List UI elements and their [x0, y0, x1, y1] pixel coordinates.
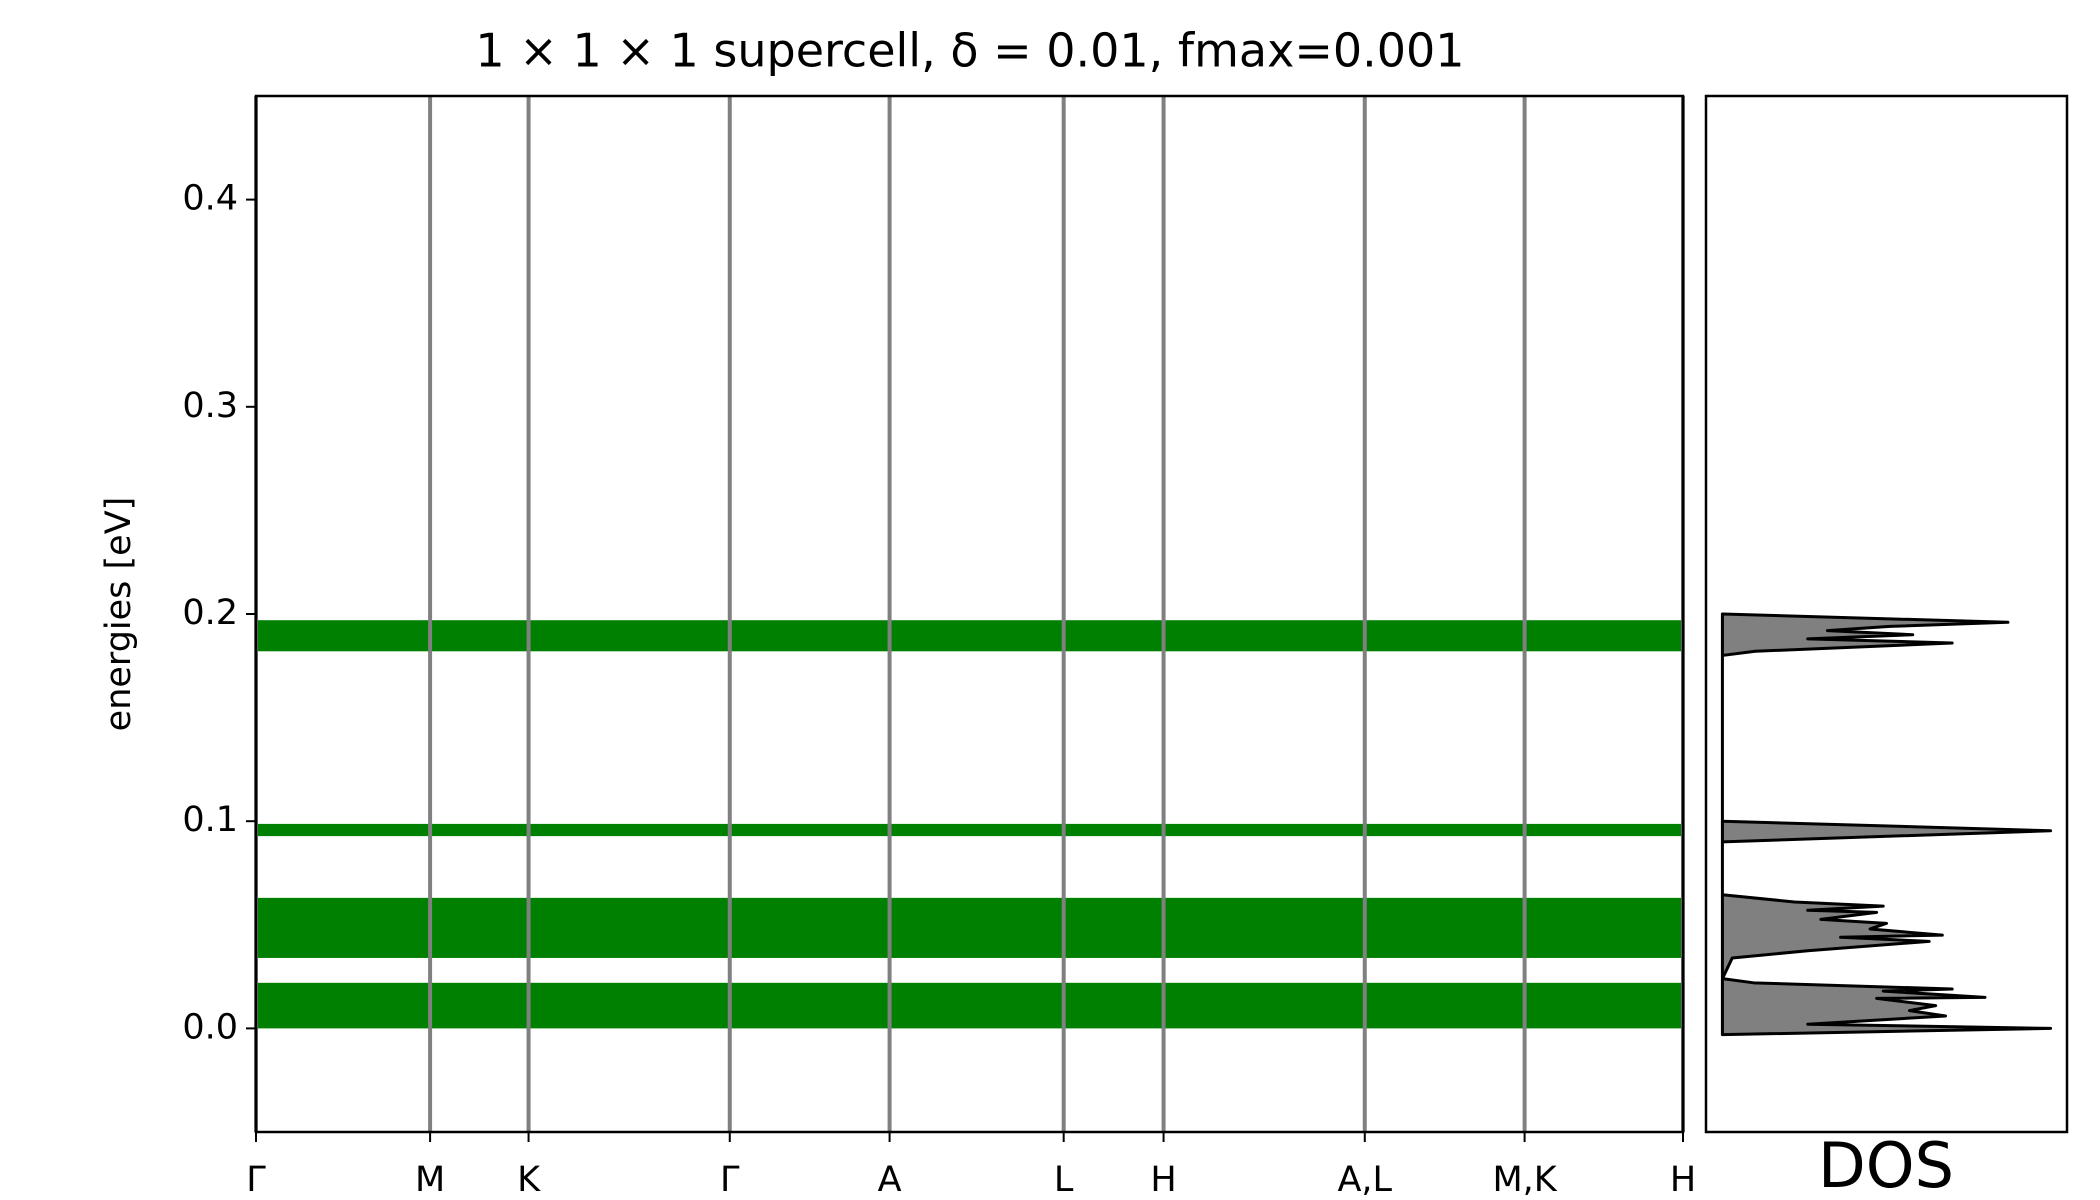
- y-axis-label: energies [eV]: [99, 497, 139, 732]
- x-tick-label: H: [1670, 1160, 1696, 1200]
- x-tick-label: Γ: [246, 1160, 266, 1200]
- x-tick-label: A: [878, 1160, 902, 1200]
- x-tick-label: K: [517, 1160, 541, 1200]
- band: [256, 982, 1683, 1029]
- x-tick-label: M: [415, 1160, 445, 1200]
- y-tick-label: 0.1: [182, 800, 238, 840]
- y-tick-label: 0.2: [182, 593, 238, 633]
- x-tick-label: Γ: [720, 1160, 740, 1200]
- x-tick-label: L: [1054, 1160, 1074, 1200]
- x-tick-label: A,L: [1337, 1160, 1392, 1200]
- chart-title: 1 × 1 × 1 supercell, δ = 0.01, fmax=0.00…: [475, 24, 1464, 78]
- x-axis-label: DOS: [1818, 1129, 1954, 1200]
- plot-frame: [254, 94, 1685, 1134]
- y-tick-label: 0.3: [182, 386, 238, 426]
- x-tick-label: M,K: [1492, 1160, 1557, 1200]
- x-tick-label: H: [1150, 1160, 1176, 1200]
- dos-curve: [1720, 612, 2053, 1037]
- plot-frame: [1704, 94, 2069, 1134]
- band: [256, 620, 1683, 652]
- band: [256, 823, 1683, 837]
- y-tick-label: 0.0: [182, 1007, 238, 1047]
- y-tick-label: 0.4: [182, 179, 238, 219]
- band: [256, 897, 1683, 958]
